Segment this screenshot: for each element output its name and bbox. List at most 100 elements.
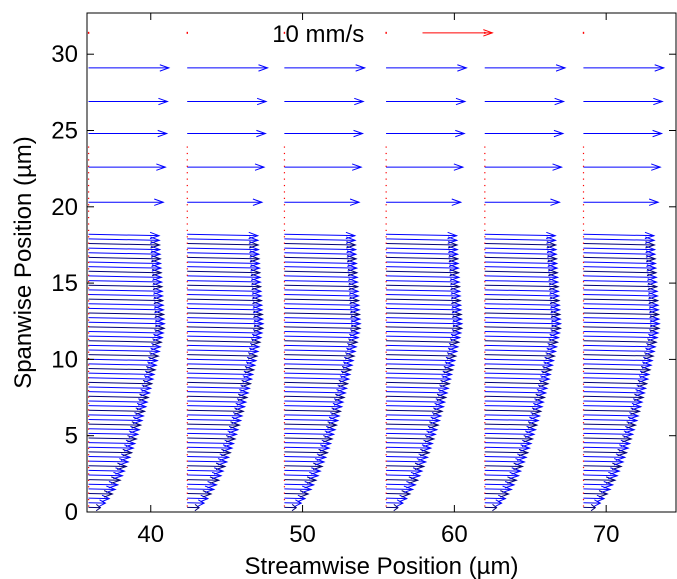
zero-marker-s5-206 — [582, 197, 585, 199]
zero-marker-s0-8 — [88, 498, 90, 501]
zero-marker-s1-172 — [186, 249, 188, 251]
zero-marker-s1-130 — [186, 313, 188, 315]
zero-marker-s4-155 — [484, 274, 486, 276]
zero-marker-s3-155 — [385, 274, 387, 276]
zero-marker-s3-126 — [385, 319, 387, 321]
vector-s1-r53-shaft — [187, 261, 260, 264]
zero-marker-s4-206 — [484, 197, 486, 199]
vector-s4-r39 — [484, 324, 563, 332]
vector-s0-r52 — [88, 264, 163, 272]
vector-s0-r50-shaft — [88, 275, 162, 278]
vector-s1-r38 — [187, 329, 264, 337]
zero-marker-s4-17 — [484, 486, 486, 488]
vector-s5-r30 — [583, 366, 652, 374]
zero-marker-s3-172 — [385, 249, 387, 251]
vector-s3-r41 — [386, 315, 464, 323]
zero-marker-s4-96 — [484, 364, 486, 366]
zero-marker-s0-25 — [88, 473, 90, 475]
vector-s4-r53-shaft — [484, 261, 557, 264]
vector-s1-r19-shaft — [187, 418, 241, 422]
zero-marker-s5-113 — [582, 338, 585, 340]
vector-s4-r59-head — [546, 231, 557, 240]
y-tick-label-5: 25 — [51, 118, 78, 145]
vector-s5-r25-shaft — [583, 391, 645, 394]
vector-s1-r1-head — [197, 499, 206, 507]
vector-s2-r10-shaft — [284, 460, 325, 463]
vector-s4-sparse4-head — [555, 64, 567, 72]
zero-marker-s4-231 — [484, 159, 486, 161]
vector-s3-sparse1-head — [453, 163, 465, 171]
zero-marker-s2-172 — [283, 249, 286, 251]
vector-s5-r4-shaft — [583, 488, 611, 490]
vector-s0-r18-shaft — [88, 423, 141, 426]
vector-s1-r32-shaft — [187, 358, 257, 362]
zero-marker-s5-201 — [582, 204, 585, 206]
vector-s5-r1 — [583, 499, 602, 507]
vector-s3-r43-shaft — [386, 307, 462, 311]
vector-s3-r20-shaft — [386, 414, 441, 417]
zero-marker-s5-21 — [582, 479, 585, 481]
vector-s1-r15-shaft — [187, 437, 236, 440]
vector-s5-r23-shaft — [583, 400, 643, 403]
vector-s4-r44-shaft — [484, 303, 560, 306]
vector-s1-r17 — [187, 425, 240, 434]
zero-marker-s1-12 — [186, 492, 188, 494]
top-marker-s5 — [582, 31, 585, 34]
vector-s4-sparse3 — [484, 97, 566, 106]
vector-s1-r13 — [187, 444, 234, 452]
zero-marker-s5-101 — [582, 357, 585, 360]
vector-s0-r24-shaft — [88, 395, 149, 399]
zero-marker-s3-75 — [385, 396, 387, 398]
vector-s5-r34 — [583, 347, 656, 355]
vector-s1-r2-head — [200, 494, 210, 503]
vector-s1-sparse4-head — [258, 64, 269, 72]
vector-s3-r39-shaft — [386, 326, 462, 329]
zero-marker-s3-88 — [385, 377, 387, 379]
vector-s3-r5-shaft — [386, 483, 416, 486]
y-tick-label-4: 20 — [51, 194, 78, 221]
vector-s4-r34 — [484, 347, 558, 355]
vector-s4-sparse1-head — [552, 163, 564, 171]
vector-s2-r59-head — [345, 231, 357, 240]
vector-s4-r38-shaft — [484, 330, 560, 334]
zero-marker-s5-17 — [582, 486, 585, 488]
vector-s0-r17 — [88, 425, 141, 434]
zero-marker-s2-239 — [283, 146, 286, 148]
vector-s4-r25-shaft — [484, 391, 546, 394]
vector-s5-r40-shaft — [583, 321, 660, 325]
zero-marker-s4-218 — [484, 178, 486, 180]
vector-s1-r36 — [187, 338, 262, 346]
zero-marker-s4-54 — [484, 428, 486, 430]
vector-s2-r49-shaft — [284, 280, 358, 283]
zero-marker-s4-130 — [484, 313, 486, 315]
vector-s1-r13-shaft — [187, 446, 233, 449]
vector-s1-r18-shaft — [187, 423, 240, 426]
zero-marker-s2-218 — [283, 178, 286, 180]
vector-s0-r47-shaft — [88, 289, 163, 292]
vector-s1-r0-head — [194, 503, 200, 512]
zero-marker-s5-75 — [582, 396, 585, 398]
vector-s0-r54-shaft — [88, 256, 161, 260]
vector-s2-sparse0-head — [349, 198, 361, 206]
vector-s5-r42-shaft — [583, 312, 659, 315]
zero-marker-s2-210 — [283, 191, 286, 193]
vector-s0-r29 — [88, 370, 156, 378]
zero-marker-s3-151 — [385, 281, 387, 283]
vector-s2-r35-shaft — [284, 344, 357, 348]
vector-s1-sparse1-head — [254, 163, 266, 171]
vector-s2-r53 — [284, 259, 358, 267]
vector-s2-r54-shaft — [284, 256, 357, 260]
vector-s4-r14 — [484, 439, 533, 448]
zero-marker-s1-185 — [186, 229, 188, 232]
vector-s5-r45 — [583, 296, 660, 305]
zero-marker-s3-67 — [385, 409, 387, 411]
vector-s4-r53 — [484, 259, 559, 267]
y-axis-label: Spanwise Position (µm) — [10, 136, 37, 389]
vector-s4-r52-shaft — [484, 266, 558, 269]
zero-marker-s3-42 — [385, 447, 387, 449]
vector-s2-r59-shaft — [284, 233, 355, 237]
zero-marker-s3-189 — [385, 223, 387, 225]
vector-s5-r36 — [583, 338, 658, 346]
vector-s0-sparse1 — [88, 163, 167, 171]
zero-marker-s4-168 — [484, 255, 486, 257]
